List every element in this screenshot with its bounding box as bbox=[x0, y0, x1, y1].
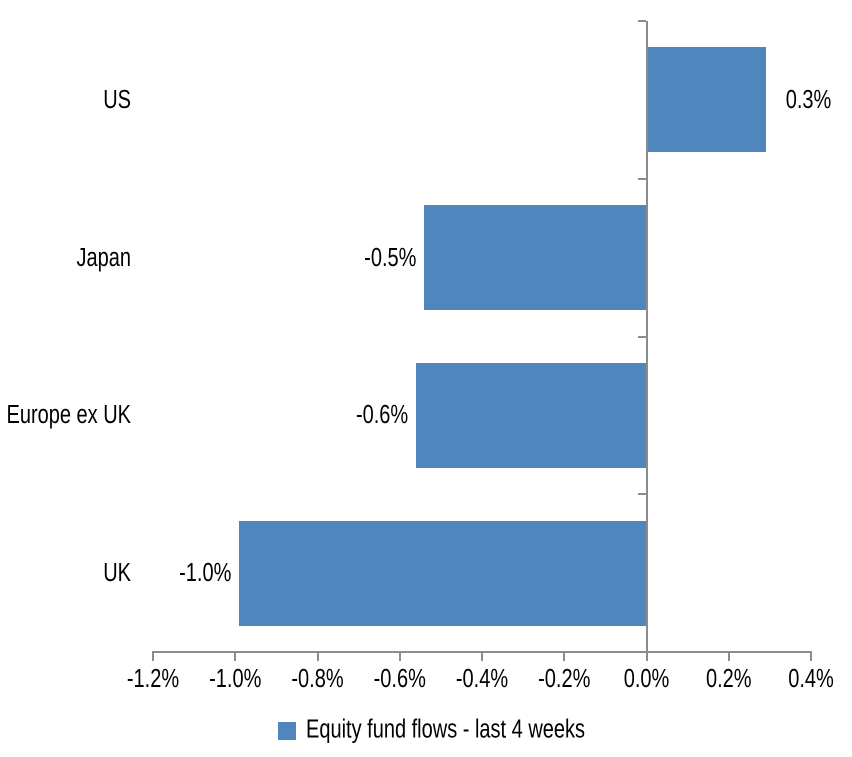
bar-japan bbox=[424, 205, 647, 311]
x-axis-tick-label: -1.0% bbox=[209, 665, 262, 694]
x-axis-tick bbox=[234, 651, 237, 661]
legend: Equity fund flows - last 4 weeks bbox=[278, 716, 585, 744]
x-axis-tick-label: -0.8% bbox=[291, 665, 344, 694]
x-axis-tick-label: -0.2% bbox=[538, 665, 591, 694]
x-axis-tick-label: -0.4% bbox=[455, 665, 509, 694]
data-label-uk: -1.0% bbox=[179, 558, 232, 588]
y-axis-line bbox=[645, 21, 648, 661]
x-axis-tick-label: 0.4% bbox=[788, 665, 834, 694]
data-label-japan: -0.5% bbox=[364, 243, 417, 272]
x-axis-tick bbox=[563, 651, 566, 661]
category-label-japan: Japan bbox=[76, 243, 132, 272]
data-label-us: 0.3% bbox=[785, 85, 832, 115]
category-axis-tick bbox=[637, 335, 646, 338]
bar-us bbox=[647, 47, 766, 153]
category-label-uk: UK bbox=[103, 558, 131, 588]
x-axis-tick bbox=[727, 651, 730, 661]
data-label-europe-ex-uk: -0.6% bbox=[355, 401, 409, 430]
bar-uk bbox=[239, 520, 647, 626]
x-axis-tick-label: 0.2% bbox=[705, 665, 752, 694]
x-axis-tick bbox=[152, 651, 154, 661]
legend-marker-square bbox=[278, 721, 296, 740]
category-axis-tick bbox=[637, 177, 646, 180]
bar-europe-ex-uk bbox=[416, 362, 647, 468]
category-label-europe-ex-uk: Europe ex UK bbox=[6, 401, 131, 430]
x-axis-tick-label: 0.0% bbox=[623, 665, 670, 694]
category-axis-tick bbox=[637, 20, 646, 22]
x-axis-tick-label: -0.6% bbox=[373, 665, 426, 694]
x-axis-tick-label: -1.2% bbox=[126, 665, 180, 694]
x-axis-tick bbox=[481, 651, 483, 661]
x-axis-tick bbox=[398, 651, 401, 661]
x-axis-tick bbox=[810, 651, 812, 661]
x-axis-tick bbox=[645, 651, 648, 661]
legend-label: Equity fund flows - last 4 weeks bbox=[306, 715, 586, 745]
category-label-us: US bbox=[103, 85, 131, 115]
category-axis-tick bbox=[637, 493, 646, 496]
x-axis-tick bbox=[316, 651, 319, 661]
